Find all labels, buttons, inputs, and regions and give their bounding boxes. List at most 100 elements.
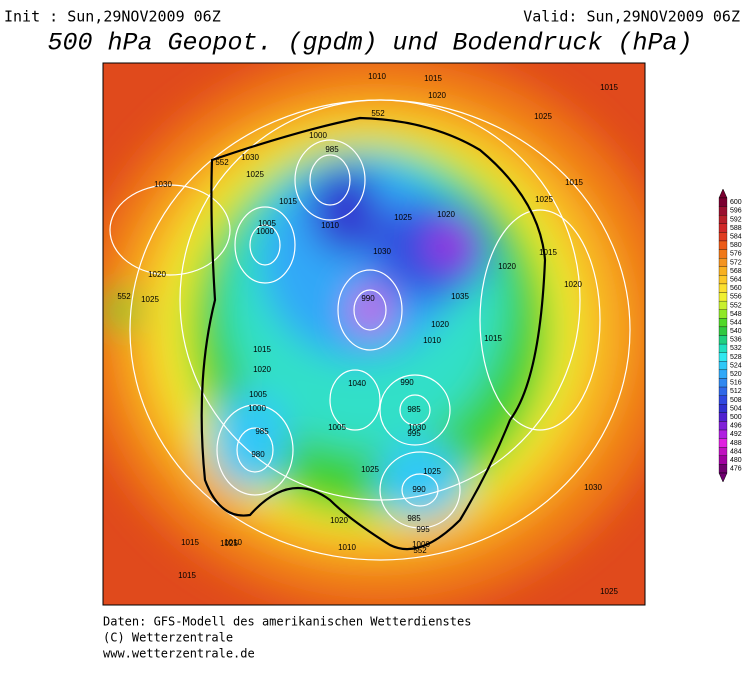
isobar-label: 985 [255, 427, 269, 436]
colorbar-label: 544 [730, 319, 742, 326]
colorbar-swatch [718, 429, 728, 439]
colorbar-swatch [718, 352, 728, 362]
isobar-label: 1010 [224, 538, 242, 547]
colorbar-label: 480 [730, 457, 742, 464]
colorbar-swatch [718, 369, 728, 379]
colorbar-swatch [718, 292, 728, 302]
map: 1010 1015 1020 1015 1025 552 1030 552 1025 1030 10… [103, 63, 645, 605]
isobar-label: 1020 [148, 270, 166, 279]
colorbar-swatch [718, 197, 728, 207]
colorbar-swatch [718, 318, 728, 328]
isobar-label: 1015 [424, 74, 442, 83]
colorbar-label: 584 [730, 234, 742, 241]
colorbar-label: 596 [730, 208, 742, 215]
colorbar-swatch [718, 447, 728, 456]
isobar-label: 1005 [328, 423, 346, 432]
colorbar-label: 500 [730, 414, 742, 421]
isobar-label: 1015 [565, 178, 583, 187]
colorbar-label: 512 [730, 388, 742, 395]
isobar-label: 1025 [534, 112, 552, 121]
isobar-label: 1020 [431, 320, 449, 329]
isobar-label: 1015 [600, 83, 618, 92]
colorbar-swatch [718, 438, 728, 448]
isobar-label: 1015 [253, 345, 271, 354]
colorbar-label: 516 [730, 380, 742, 387]
colorbar-swatch [718, 361, 728, 371]
isobar-label: 985 [407, 514, 421, 523]
isobar-label: 1010 [321, 221, 339, 230]
isobar-label: 552 [371, 109, 385, 118]
isobar-label: 1020 [428, 91, 446, 100]
colorbar-label: 588 [730, 225, 742, 232]
isobar-label: 1010 [368, 72, 386, 81]
colorbar-label: 496 [730, 423, 742, 430]
footer-copyright: (C) Wetterzentrale [103, 631, 233, 645]
isobar-label: 1005 [249, 390, 267, 399]
isobar-label: 1015 [178, 571, 196, 580]
isobar-label: 1010 [338, 543, 356, 552]
isobar-label: 1015 [484, 334, 502, 343]
isobar-labels: 1010 1015 1020 1015 1025 552 1030 552 1025 1030 10… [117, 72, 618, 596]
isobar-label: 1015 [279, 197, 297, 206]
isobar-label: 1015 [539, 248, 557, 257]
colorbar-label: 488 [730, 440, 742, 447]
colorbar-swatch [718, 240, 728, 250]
colorbar-swatch [718, 335, 728, 345]
valid-time: Valid: Sun,29NOV2009 06Z [523, 8, 740, 26]
colorbar-label: 576 [730, 251, 742, 258]
colorbar-label: 536 [730, 337, 742, 344]
colorbar-swatch [718, 395, 728, 405]
isobar-label: 1020 [498, 262, 516, 271]
colorbar-arrow-bottom [718, 472, 728, 483]
colorbar-label: 572 [730, 259, 742, 266]
isobar-label: 1020 [437, 210, 455, 219]
colorbar-swatch [718, 309, 728, 319]
map-frame [102, 62, 646, 606]
colorbar-label: 476 [730, 466, 742, 473]
init-time: Init : Sun,29NOV2009 06Z [4, 8, 221, 26]
map-title: 500 hPa Geopot. (gpdm) und Bodendruck (h… [47, 29, 692, 58]
isobar-label: 1005 [258, 219, 276, 228]
colorbar-swatch [718, 283, 728, 293]
isobar-label: 1030 [584, 483, 602, 492]
contour-552 [200, 116, 547, 551]
colorbar-label: 504 [730, 405, 742, 412]
isobar-label: 1025 [535, 195, 553, 204]
isobar-label: 980 [251, 450, 265, 459]
isobar-label: 995 [407, 429, 421, 438]
isobar-label: 1025 [246, 170, 264, 179]
colorbar-swatch [718, 421, 728, 431]
colorbar-label: 532 [730, 345, 742, 352]
colorbar-label: 508 [730, 397, 742, 404]
colorbar-swatch [718, 215, 728, 224]
colorbar-label: 528 [730, 354, 742, 361]
colorbar-label: 560 [730, 285, 742, 292]
isobar-label: 552 [413, 546, 427, 555]
isobar-label: 990 [361, 294, 375, 303]
colorbar-swatch [718, 386, 728, 396]
colorbar-swatch [718, 258, 728, 267]
isobar-label: 1030 [154, 180, 172, 189]
isobar-label: 985 [325, 145, 339, 154]
colorbar-label: 524 [730, 362, 742, 369]
colorbar-swatch [718, 412, 728, 422]
footer-source: Daten: GFS-Modell des amerikanischen Wet… [103, 615, 471, 629]
isobar-label: 1025 [220, 539, 238, 548]
colorbar-swatch [718, 223, 728, 233]
isobar-label: 1020 [330, 516, 348, 525]
colorbar-label: 484 [730, 448, 742, 455]
colorbar-label: 548 [730, 311, 742, 318]
colorbar-swatch [718, 464, 728, 474]
colorbar-label: 564 [730, 276, 742, 283]
isobar-label: 1030 [241, 153, 259, 162]
isobar-label: 1015 [181, 538, 199, 547]
isobar-label: 1040 [348, 379, 366, 388]
isobar-label: 995 [416, 525, 430, 534]
isobar-label: 1000 [248, 404, 266, 413]
isobar-label: 1010 [423, 336, 441, 345]
isobar-label: 1025 [361, 465, 379, 474]
isobar-label: 1025 [423, 467, 441, 476]
isobar-label: 1035 [451, 292, 469, 301]
